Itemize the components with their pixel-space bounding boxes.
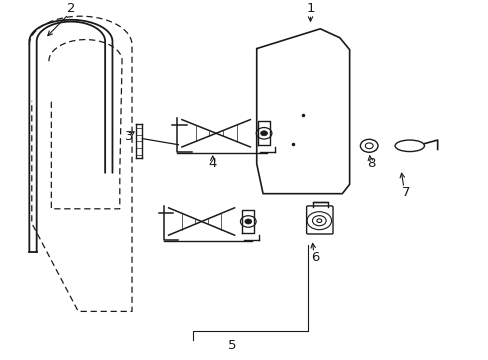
Text: 3: 3 <box>125 130 134 143</box>
Circle shape <box>260 131 267 136</box>
Text: 8: 8 <box>366 157 375 170</box>
Circle shape <box>244 219 251 224</box>
Text: 1: 1 <box>305 3 314 15</box>
Text: 5: 5 <box>227 339 236 352</box>
Text: 4: 4 <box>208 157 217 170</box>
Text: 6: 6 <box>310 251 319 264</box>
Text: 2: 2 <box>66 3 75 15</box>
Text: 7: 7 <box>401 186 409 199</box>
